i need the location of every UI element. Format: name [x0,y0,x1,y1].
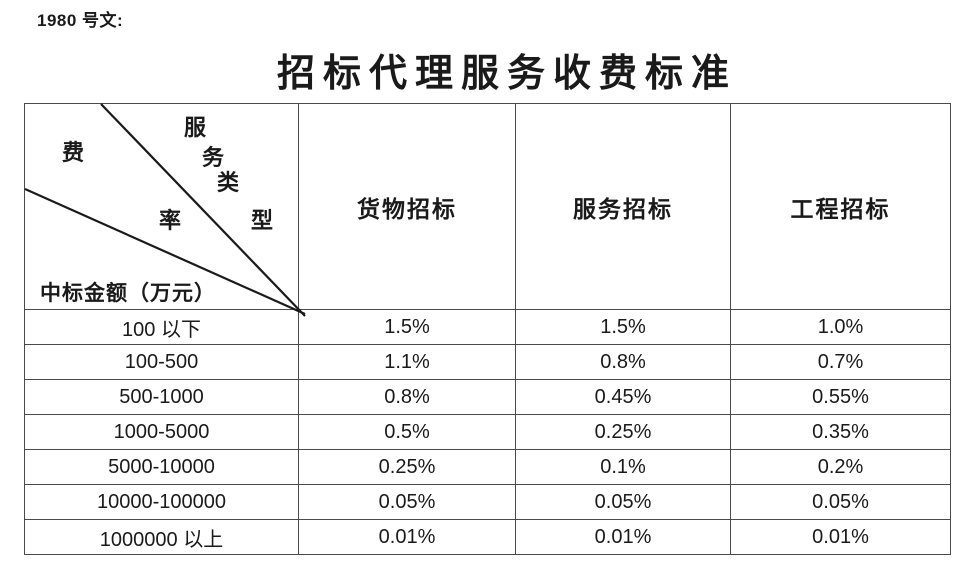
amount-range-cell: 1000000 以上 [24,519,299,555]
column-header-services: 服务招标 [515,103,731,310]
rate-cell: 0.2% [730,449,951,485]
table-row: 100-500 1.1% 0.8% 0.7% [24,344,951,380]
table-corner-cell: 服 务 类 型 费 率 中标金额（万元） [24,103,306,317]
amount-range-cell: 100 以下 [24,309,299,345]
rate-cell: 0.01% [730,519,951,555]
rate-cell: 0.25% [298,449,516,485]
amount-axis-label: 中标金额（万元） [40,281,216,305]
doc-reference-number: 1980 号文: [37,11,124,30]
table-row: 1000000 以上 0.01% 0.01% 0.01% [24,519,951,555]
rate-cell: 0.8% [298,379,516,415]
amount-range-cell: 500-1000 [24,379,299,415]
rate-cell: 0.35% [730,414,951,450]
rate-cell: 0.01% [515,519,731,555]
rate-cell: 1.0% [730,309,951,345]
rate-label-char: 率 [159,208,182,233]
table-row: 1000-5000 0.5% 0.25% 0.35% [24,414,951,450]
rate-cell: 0.05% [298,484,516,520]
rate-cell: 0.7% [730,344,951,380]
table-row: 10000-100000 0.05% 0.05% 0.05% [24,484,951,520]
rate-cell: 0.55% [730,379,951,415]
table-header-row: 服 务 类 型 费 率 中标金额（万元） 货物招标 服务招标 工程招标 [24,103,951,317]
page-title: 招标代理服务收费标准 [276,53,737,95]
rate-cell: 0.45% [515,379,731,415]
rate-cell: 1.5% [515,309,731,345]
rate-cell: 0.05% [515,484,731,520]
amount-range-cell: 100-500 [24,344,299,380]
rate-cell: 0.01% [298,519,516,555]
service-type-label-char: 型 [251,208,274,233]
amount-range-cell: 1000-5000 [24,414,299,450]
amount-range-cell: 10000-100000 [24,484,299,520]
column-header-works: 工程招标 [730,103,951,310]
rate-cell: 0.1% [515,449,731,485]
table-row: 500-1000 0.8% 0.45% 0.55% [24,379,951,415]
table-row: 5000-10000 0.25% 0.1% 0.2% [24,449,951,485]
fee-standard-table: 服 务 类 型 费 率 中标金额（万元） 货物招标 服务招标 工程招标 100 … [24,103,951,555]
rate-cell: 1.5% [298,309,516,345]
table-row: 100 以下 1.5% 1.5% 1.0% [24,309,951,345]
service-type-label-char: 类 [217,170,240,195]
rate-cell: 1.1% [298,344,516,380]
rate-label-char: 费 [62,140,85,165]
rate-cell: 0.05% [730,484,951,520]
service-type-label-char: 服 [184,115,207,140]
service-type-label-char: 务 [202,145,225,170]
rate-cell: 0.8% [515,344,731,380]
rate-cell: 0.5% [298,414,516,450]
column-header-goods: 货物招标 [298,103,516,310]
amount-range-cell: 5000-10000 [24,449,299,485]
rate-cell: 0.25% [515,414,731,450]
